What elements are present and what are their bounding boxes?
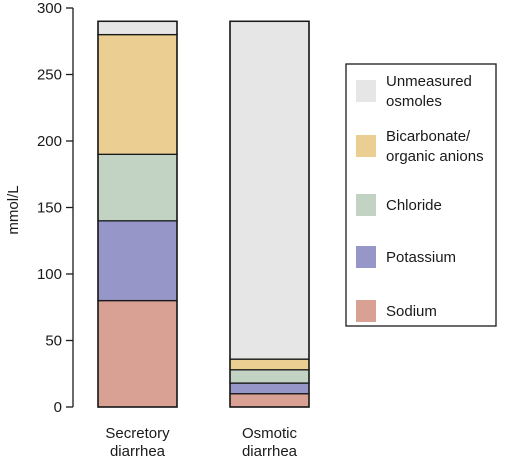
legend: Unmeasured osmoles Bicarbonate/organic ani… (345, 63, 497, 327)
bar-segment-chloride-1 (97, 153, 178, 222)
y-tick-label-50: 50 (45, 333, 62, 350)
y-tick-label-200: 200 (37, 133, 62, 150)
legend-swatch-unmeasured-osmoles (356, 80, 376, 102)
legend-swatch-chloride (356, 194, 376, 216)
bar-segment-sodium-1 (97, 299, 178, 408)
legend-label-sodium: Sodium (386, 303, 437, 320)
legend-swatch-sodium (356, 300, 376, 322)
x-category-label-1: Secretory (105, 425, 170, 442)
bar-segment-chloride-2 (229, 369, 310, 384)
bar-segment-potassium-2 (229, 382, 310, 395)
bar-segment-potassium-1 (97, 220, 178, 302)
y-axis: 0 50 100 150 200 250 300 (37, 0, 74, 416)
x-category-label-1: diarrhea (110, 443, 166, 460)
y-tick-label-150: 150 (37, 200, 62, 217)
legend-label-chloride: Chloride (386, 197, 442, 214)
y-tick-label-300: 300 (37, 0, 62, 17)
x-category-label-2: Osmotic (242, 425, 298, 442)
x-category-label-2: diarrhea (242, 443, 298, 460)
bar-segment-bicarbonate-organic-anions-1 (97, 33, 178, 155)
bar-outline-2 (229, 20, 310, 408)
legend-swatch-bicarbonate-organic-anions (356, 135, 376, 157)
bar-segment-sodium-2 (229, 393, 310, 408)
y-tick-label-250: 250 (37, 67, 62, 84)
legend-swatch-potassium (356, 246, 376, 268)
bar-segment-bicarbonate-organic-anions-2 (229, 358, 310, 371)
bar-outline-1 (97, 20, 178, 408)
bar-segment-unmeasured-osmoles-1 (97, 20, 178, 36)
y-tick-label-0: 0 (54, 399, 62, 416)
y-axis-label: mmol/L (5, 185, 22, 234)
legend-label-unmeasured-osmoles: Unmeasured (386, 73, 472, 90)
legend-label-unmeasured-osmoles: osmoles (386, 93, 442, 110)
legend-label-potassium: Potassium (386, 249, 456, 266)
y-tick-label-100: 100 (37, 266, 62, 283)
bars-layer (97, 20, 310, 408)
legend-label-bicarbonate-organic-anions: organic anions (386, 148, 484, 165)
bar-segment-unmeasured-osmoles-2 (229, 20, 310, 360)
legend-label-bicarbonate-organic-anions: Bicarbonate/ (386, 128, 471, 145)
